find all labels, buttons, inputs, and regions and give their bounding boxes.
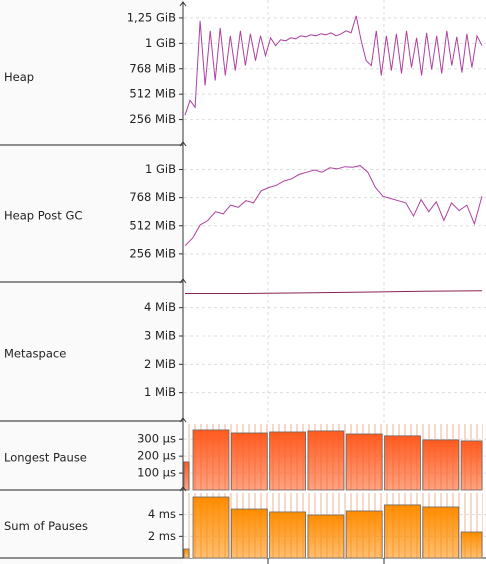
axis-arrow [179,141,187,147]
axis-arrow [179,486,187,492]
bar [183,461,190,491]
y-tick-label: 512 MiB [129,87,176,101]
panel-label: Sum of Pauses [4,519,88,533]
y-tick-label: 256 MiB [129,246,176,260]
y-tick-label: 2 MiB [144,357,176,371]
y-tick-label: 100 µs [137,466,176,480]
bar [422,506,460,559]
bar [192,429,230,491]
bar [345,510,383,559]
y-tick-label: 1,25 GiB [127,10,176,24]
series-line [184,165,483,247]
y-tick-label: 1 MiB [144,385,176,399]
panel-label: Heap [4,70,34,84]
bar [384,435,421,491]
bar [230,432,268,491]
bar [192,496,230,559]
panel-label: Heap Post GC [4,209,82,223]
y-tick-label: 768 MiB [129,61,176,75]
y-tick-label: 256 MiB [129,112,176,126]
bar [269,511,307,559]
bar [183,548,190,559]
y-tick-label: 200 µs [137,449,176,463]
y-tick-label: 2 ms [148,529,176,543]
bar [345,433,383,491]
y-tick-label: 4 MiB [144,300,176,314]
y-tick-label: 768 MiB [129,190,176,204]
bar [422,439,460,491]
y-tick-label: 3 MiB [144,329,176,343]
y-tick-label: 512 MiB [129,218,176,232]
y-tick-label: 1 GiB [145,162,176,176]
bar [230,508,268,559]
bar [269,431,307,491]
panel-label: Metaspace [4,347,66,361]
bar [460,531,483,559]
bar [307,514,345,559]
panel-label: Longest Pause [4,451,87,465]
axis-arrow [179,1,187,7]
axis-arrow [179,278,187,284]
y-tick-label: 4 ms [148,507,176,521]
bar [460,440,483,491]
bar [384,504,421,559]
bar [307,430,345,491]
y-tick-label: 300 µs [137,432,176,446]
axis-arrow [179,417,187,423]
series-line [184,15,483,116]
y-tick-label: 1 GiB [145,36,176,50]
series-line [185,290,483,294]
